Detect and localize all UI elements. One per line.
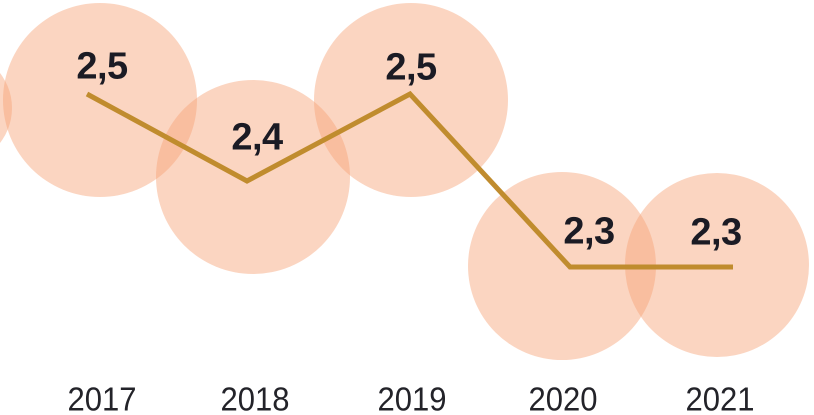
value-label-2019: 2,5	[385, 46, 437, 89]
category-label-2017: 2017	[67, 380, 137, 415]
category-label-2020: 2020	[528, 380, 598, 415]
value-label-2017: 2,5	[76, 45, 128, 88]
category-label-2018: 2018	[220, 380, 290, 415]
category-label-2021: 2021	[685, 380, 755, 415]
value-label-2021: 2,3	[690, 211, 742, 254]
value-label-2020: 2,3	[563, 210, 615, 253]
value-label-2018: 2,4	[231, 116, 283, 159]
category-label-2019: 2019	[377, 380, 447, 415]
